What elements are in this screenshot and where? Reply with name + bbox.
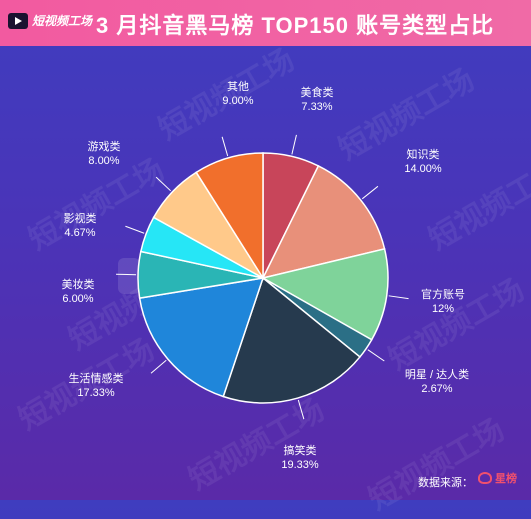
slice-name-label: 游戏类: [88, 139, 121, 153]
slice-value-label: 6.00%: [62, 293, 93, 305]
slice-value-label: 2.67%: [421, 383, 452, 395]
header-bar: 短视频工场 3 月抖音黑马榜 TOP150 账号类型占比: [0, 0, 531, 46]
logo-text: 短视频工场: [32, 14, 93, 28]
slice-name-label: 知识类: [407, 147, 440, 161]
leader-line: [150, 359, 167, 374]
slice-value-label: 12%: [432, 303, 454, 315]
pie-slice: [195, 152, 264, 281]
leader-line: [155, 176, 171, 192]
slice-name-label: 美食类: [301, 85, 334, 99]
slice-value-label: 8.00%: [88, 155, 119, 167]
leader-line: [388, 295, 409, 300]
pie-slice: [261, 164, 386, 280]
logo: 短视频工场: [8, 12, 92, 29]
pie-slice: [138, 277, 265, 398]
leader-line: [297, 399, 305, 420]
side-handle: [118, 258, 140, 294]
slice-name-label: 影视类: [64, 211, 97, 225]
slice-name-label: 其他: [227, 80, 249, 93]
slice-name-label: 搞笑类: [284, 443, 317, 457]
slice-value-label: 4.67%: [64, 227, 95, 239]
slice-name-label: 官方账号: [421, 287, 465, 301]
video-camera-icon: [8, 12, 28, 29]
slice-value-label: 14.00%: [404, 163, 442, 175]
leader-line: [291, 134, 297, 155]
slice-name-label: 明星 / 达人类: [405, 367, 469, 381]
page-title: 3 月抖音黑马榜 TOP150 账号类型占比: [96, 13, 495, 38]
slice-name-label: 生活情感类: [69, 371, 124, 385]
pie-slice: [260, 247, 389, 341]
pie-slice: [222, 276, 361, 404]
leader-line: [361, 185, 379, 200]
brand-text: 星榜: [495, 473, 517, 485]
slice-value-label: 19.33%: [281, 459, 319, 471]
slice-value-label: 7.33%: [301, 101, 332, 113]
pie-chart: 美食类 7.33% 知识类 14.00% 官方账号 12% 明星 / 达人类 2.67% 搞笑类…: [62, 80, 469, 471]
leader-line: [367, 349, 385, 362]
slice-value-label: 9.00%: [222, 95, 253, 107]
data-source-label: 数据来源：: [418, 477, 473, 489]
slice-name-label: 美妆类: [62, 277, 95, 291]
slice-value-label: 17.33%: [77, 387, 115, 399]
leader-line: [116, 273, 137, 276]
brand-logo: 星榜: [478, 470, 517, 486]
leader-line: [125, 225, 145, 234]
star-brand-icon: [478, 472, 492, 484]
leader-line: [221, 136, 229, 157]
